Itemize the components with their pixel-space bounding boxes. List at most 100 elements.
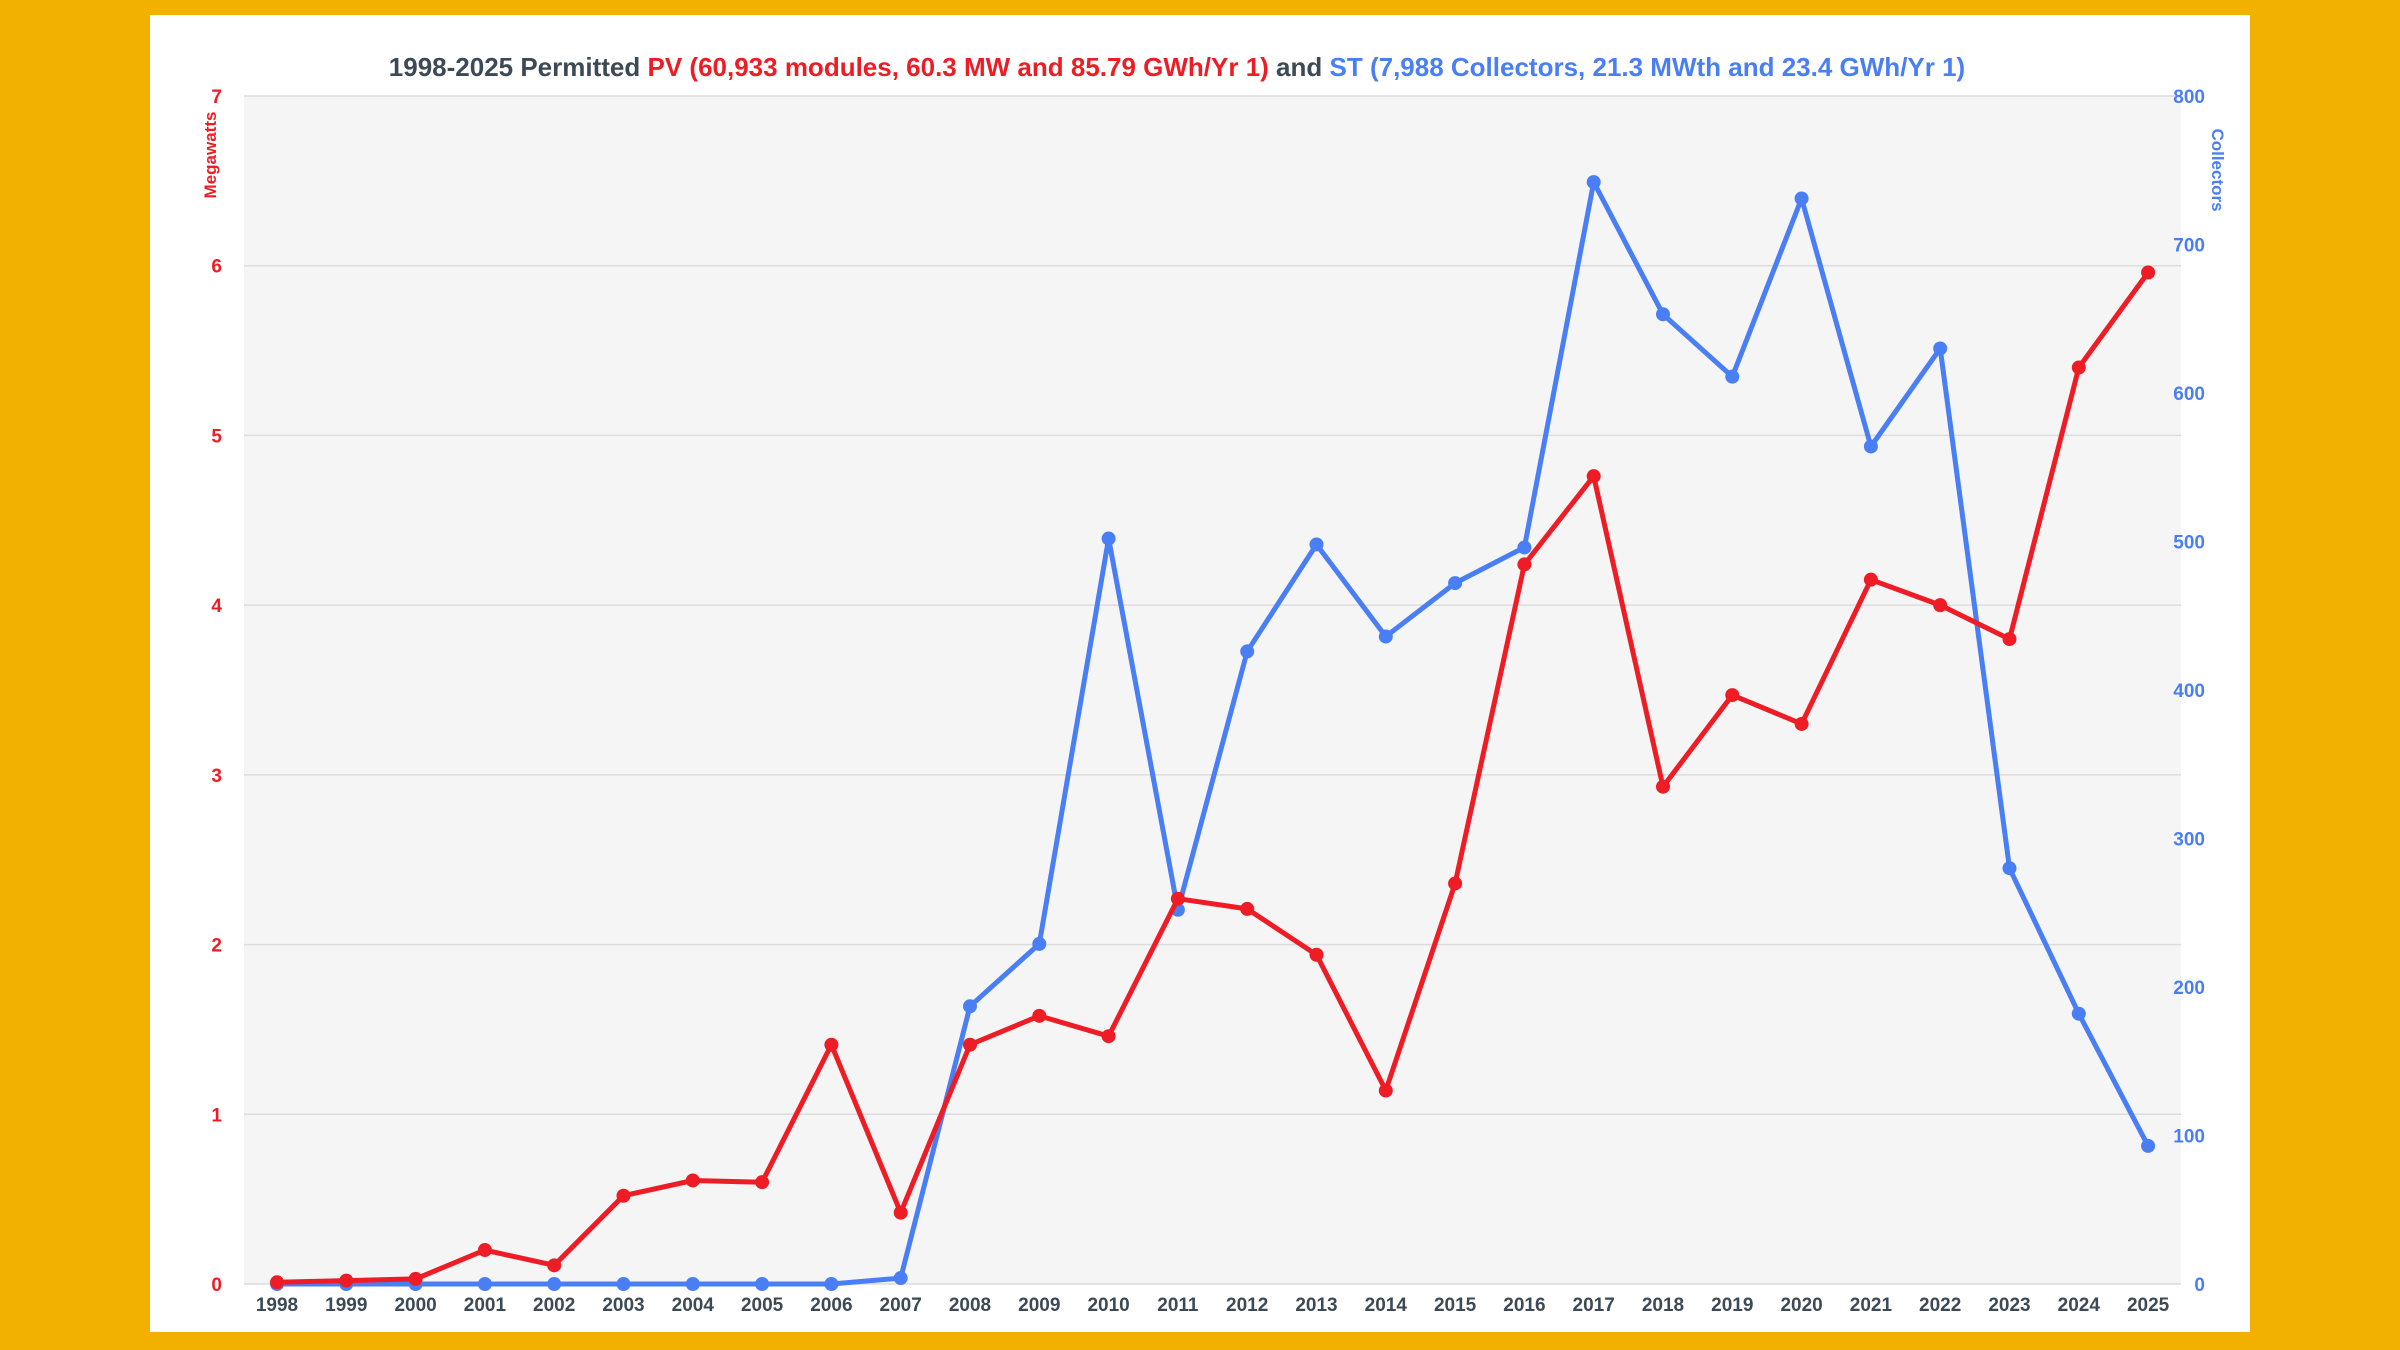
title-mid: and	[1269, 52, 1330, 82]
data-point	[893, 1205, 908, 1220]
data-point	[1794, 716, 1809, 731]
data-point	[1517, 557, 1532, 572]
data-point	[616, 1277, 631, 1291]
x-tick-label: 2020	[1780, 1295, 1822, 1316]
data-point	[477, 1277, 492, 1291]
y-right-tick-label: 300	[2173, 830, 2205, 851]
x-tick-label: 2000	[394, 1295, 436, 1316]
data-point	[1378, 629, 1393, 644]
data-point	[1448, 876, 1463, 891]
data-point	[270, 1275, 284, 1290]
x-tick-label: 2014	[1365, 1295, 1408, 1316]
data-point	[1656, 779, 1670, 794]
x-tick-label: 2013	[1295, 1295, 1337, 1316]
data-point	[893, 1271, 908, 1286]
x-tick-label: 2009	[1018, 1295, 1060, 1316]
data-point	[1863, 572, 1878, 587]
x-tick-label: 2008	[949, 1295, 991, 1316]
plot-area	[244, 96, 2181, 1284]
data-point	[408, 1271, 423, 1286]
data-point	[1101, 1029, 1116, 1044]
gridlines	[244, 95, 2181, 1285]
data-point	[824, 1037, 839, 1052]
data-point	[1586, 469, 1601, 484]
data-point	[2071, 360, 2086, 375]
data-point	[1448, 576, 1463, 591]
title-lead: 1998-2025 Permitted	[389, 52, 648, 82]
data-point	[1032, 1008, 1047, 1023]
data-point	[685, 1277, 700, 1291]
data-point	[1309, 537, 1324, 552]
x-tick-label: 2023	[1988, 1295, 2030, 1316]
data-point	[1309, 947, 1324, 962]
y-left-tick-label: 1	[211, 1105, 222, 1126]
data-point	[616, 1188, 631, 1203]
chart-card: 1998-2025 Permitted PV (60,933 modules, …	[150, 15, 2250, 1332]
x-tick-label: 2012	[1226, 1295, 1268, 1316]
data-point	[1378, 1083, 1393, 1098]
x-tick-label: 2015	[1434, 1295, 1477, 1316]
data-point	[1586, 175, 1601, 190]
data-point	[1656, 307, 1670, 322]
data-point	[1240, 901, 1255, 916]
x-tick-label: 2006	[810, 1295, 852, 1316]
data-point	[1725, 688, 1740, 703]
data-point	[1240, 644, 1255, 659]
x-tick-label: 2010	[1087, 1295, 1129, 1316]
series-line-1	[277, 179, 2151, 1287]
x-tick-label: 2005	[741, 1295, 784, 1316]
y-right-tick-label: 0	[2194, 1275, 2205, 1296]
x-tick-label: 2004	[672, 1295, 715, 1316]
data-point	[1794, 191, 1809, 206]
data-point	[339, 1273, 354, 1288]
y-right-tick-label: 700	[2173, 236, 2205, 257]
y-right-tick-label: 500	[2173, 533, 2205, 554]
x-tick-label: 2002	[533, 1295, 575, 1316]
y-right-tick-label: 400	[2173, 681, 2205, 702]
data-point	[1933, 598, 1948, 613]
x-tick-label: 2007	[880, 1295, 922, 1316]
y-right-tick-label: 600	[2173, 384, 2205, 405]
data-point	[1170, 891, 1185, 906]
y-left-tick-label: 6	[211, 257, 222, 278]
x-tick-label: 2018	[1642, 1295, 1684, 1316]
x-tick-labels: 1998 1999 2000 2001 2002 2003 2004 2005 2006 2007…	[256, 1295, 2170, 1316]
series-layer	[270, 175, 2156, 1291]
y-right-axis-label: Collectors	[2208, 128, 2227, 211]
data-point	[2002, 632, 2017, 647]
data-point	[2071, 1006, 2086, 1021]
data-point	[547, 1277, 562, 1291]
data-point	[1725, 369, 1740, 384]
x-tick-label: 1999	[325, 1295, 367, 1316]
series-0	[270, 265, 2156, 1290]
data-point	[1101, 531, 1116, 546]
data-point	[1933, 341, 1948, 356]
x-tick-label: 2011	[1157, 1295, 1199, 1316]
data-point	[755, 1175, 770, 1190]
data-point	[824, 1277, 839, 1291]
y-right-tick-labels: 0 100 200 300 400 500 600 700 800	[2173, 87, 2205, 1296]
x-tick-label: 1998	[256, 1295, 298, 1316]
data-point	[685, 1173, 700, 1188]
data-point	[1032, 936, 1047, 951]
chart-title: 1998-2025 Permitted PV (60,933 modules, …	[389, 52, 1965, 82]
y-right-tick-label: 100	[2173, 1127, 2205, 1148]
y-left-axis-label: Megawatts	[201, 112, 220, 199]
data-point	[477, 1243, 492, 1258]
y-left-tick-label: 0	[211, 1275, 222, 1296]
y-left-tick-label: 3	[211, 766, 222, 787]
x-tick-label: 2024	[2058, 1295, 2101, 1316]
y-left-tick-label: 7	[211, 87, 222, 108]
x-tick-label: 2025	[2127, 1295, 2170, 1316]
y-right-tick-label: 200	[2173, 978, 2205, 999]
x-tick-label: 2001	[464, 1295, 507, 1316]
data-point	[1517, 540, 1532, 555]
title-pv: PV (60,933 modules, 60.3 MW and 85.79 GW…	[648, 52, 1269, 82]
data-point	[2002, 861, 2017, 876]
x-tick-label: 2016	[1503, 1295, 1545, 1316]
x-tick-label: 2003	[602, 1295, 644, 1316]
y-left-tick-label: 2	[211, 936, 222, 957]
y-left-tick-labels: 0 1 2 3 4 5 6 7	[211, 87, 222, 1296]
x-tick-label: 2019	[1711, 1295, 1753, 1316]
data-point	[963, 1037, 977, 1052]
